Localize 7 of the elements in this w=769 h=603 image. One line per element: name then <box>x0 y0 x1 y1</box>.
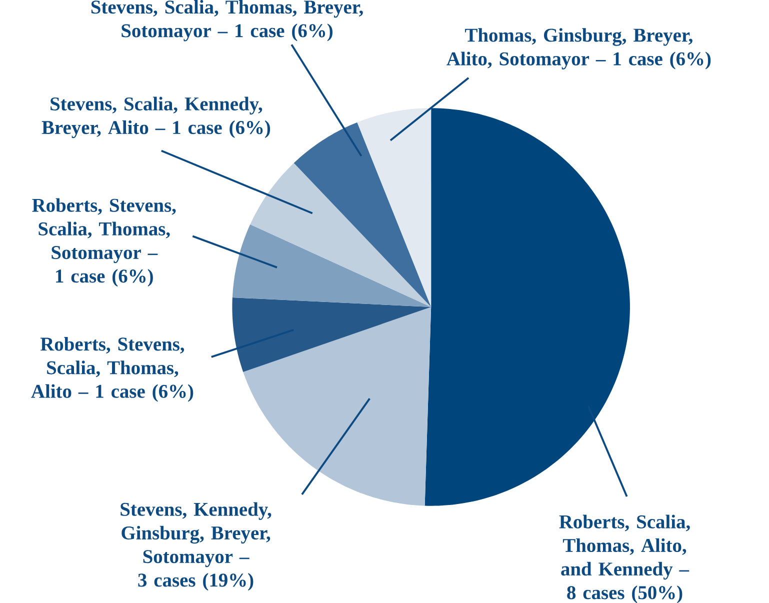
slice-label: Roberts, Scalia, Thomas, Alito, and Kennedy – 8 cases (50%) <box>559 514 690 603</box>
slice-label: Roberts, Stevens, Scalia, Thomas, Alito – 1 case (6%) <box>31 336 194 402</box>
slice-label: Stevens, Scalia, Kennedy, Breyer, Alito – 1 case (6%) <box>42 96 270 138</box>
slice-label: Stevens, Kennedy, Ginsburg, Breyer, Sotomayor – 3 cases (19%) <box>120 502 272 591</box>
slice-label: Thomas, Ginsburg, Breyer, Alito, Sotomayor – 1 case (6%) <box>446 28 711 70</box>
slice-label: Stevens, Scalia, Thomas, Breyer, Sotomayor – 1 case (6%) <box>91 0 363 42</box>
slice-label: Roberts, Stevens, Scalia, Thomas, Sotomayor – 1 case (6%) <box>32 198 176 287</box>
